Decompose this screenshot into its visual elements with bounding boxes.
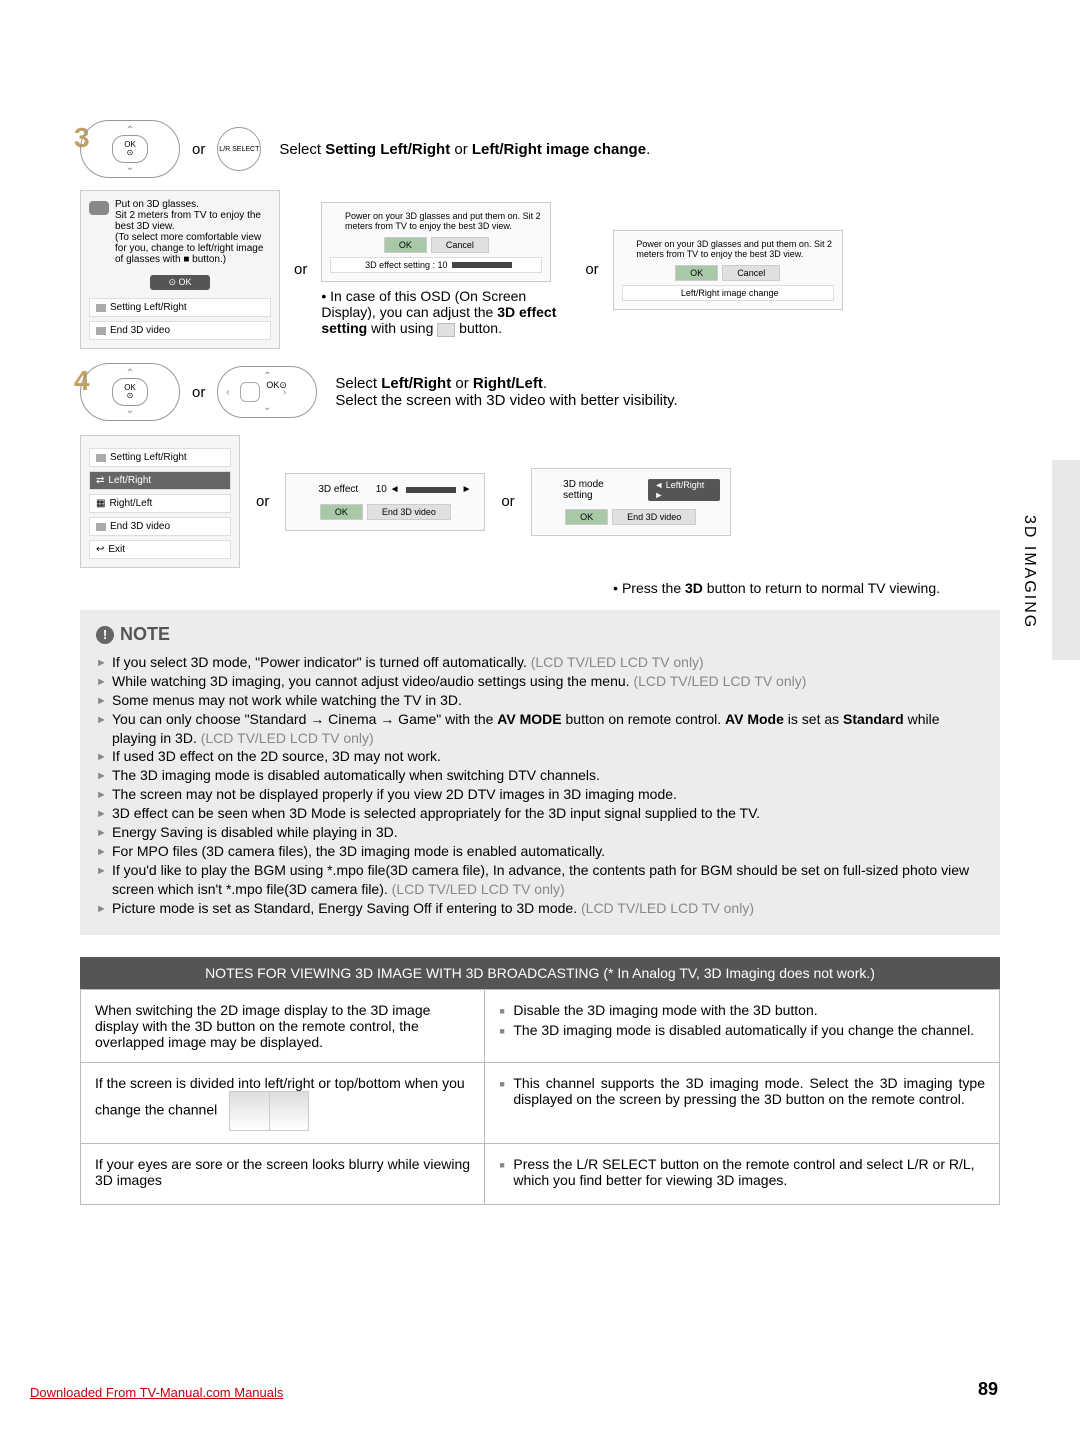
notes-table-header: NOTES FOR VIEWING 3D IMAGE WITH 3D BROAD…: [80, 957, 1000, 989]
note-item: If you select 3D mode, "Power indicator"…: [96, 653, 984, 672]
glasses-icon: [89, 201, 109, 215]
side-tab: [1052, 460, 1080, 660]
nt-r1r: Disable the 3D imaging mode with the 3D …: [485, 990, 1000, 1063]
page-content: 3 ⌃ OK⊙ ⌄ or L/R SELECT Select Setting L…: [0, 0, 1080, 1245]
step3-instruction: Select Setting Left/Right or Left/Right …: [279, 141, 650, 158]
effect-box-2: 3D mode setting ◄ Left/Right ► OKEnd 3D …: [531, 468, 731, 536]
note-item: The screen may not be displayed properly…: [96, 785, 984, 804]
menu-ok: ⊙ OK: [150, 275, 209, 290]
step3-row: 3 ⌃ OK⊙ ⌄ or L/R SELECT Select Setting L…: [80, 120, 1000, 178]
osd-panels-step3: Put on 3D glasses. Sit 2 meters from TV …: [80, 190, 1000, 349]
nav-remote-button: ⌃ ‹ › OK⊙ ⌄: [217, 366, 317, 418]
ok-remote-button: ⌃ OK⊙ ⌄: [80, 120, 180, 178]
note-item: For MPO files (3D camera files), the 3D …: [96, 842, 984, 861]
nav-icon: [437, 323, 455, 337]
setting-row: Setting Left/Right ⇄Left/Right ▦Right/Le…: [80, 435, 1000, 568]
channel-thumb-icon: [229, 1091, 309, 1131]
note-block: ! NOTE If you select 3D mode, "Power ind…: [80, 610, 1000, 935]
footer-link: Downloaded From TV-Manual.com Manuals: [30, 1385, 283, 1400]
step4-instruction: Select Left/Right or Right/Left. Select …: [335, 375, 677, 409]
note-item: Some menus may not work while watching t…: [96, 691, 984, 710]
return-note: • Press the 3D button to return to norma…: [80, 580, 1000, 596]
note-item: The 3D imaging mode is disabled automati…: [96, 766, 984, 785]
osd-lr-change-box: Power on your 3D glasses and put them on…: [613, 230, 843, 310]
nt-r3r: Press the L/R SELECT button on the remot…: [485, 1144, 1000, 1205]
note-list: If you select 3D mode, "Power indicator"…: [96, 653, 984, 917]
effect-box-1: 3D effect 10 ◄► OKEnd 3D video: [285, 473, 485, 531]
or-label: or: [192, 141, 205, 158]
note-item: Picture mode is set as Standard, Energy …: [96, 899, 984, 918]
note-item: You can only choose "Standard → Cinema →…: [96, 710, 984, 748]
note-item: While watching 3D imaging, you cannot ad…: [96, 672, 984, 691]
note-item: Energy Saving is disabled while playing …: [96, 823, 984, 842]
side-label: 3D IMAGING: [1020, 515, 1038, 629]
note-item: 3D effect can be seen when 3D Mode is se…: [96, 804, 984, 823]
step4-row: 4 ⌃ OK⊙ ⌄ or ⌃ ‹ › OK⊙ ⌄ Select Left/Rig…: [80, 363, 1000, 421]
nt-r2r: This channel supports the 3D imaging mod…: [485, 1063, 1000, 1144]
page-number: 89: [978, 1379, 998, 1400]
nt-r1l: When switching the 2D image display to t…: [81, 990, 485, 1063]
note-header: ! NOTE: [96, 624, 984, 645]
nt-r3l: If your eyes are sore or the screen look…: [81, 1144, 485, 1205]
menu-end-3d: End 3D video: [89, 321, 271, 340]
ok-remote-button-4: ⌃ OK⊙ ⌄: [80, 363, 180, 421]
note-item: If you'd like to play the BGM using *.mp…: [96, 861, 984, 899]
notes-table: NOTES FOR VIEWING 3D IMAGE WITH 3D BROAD…: [80, 957, 1000, 1205]
note-item: If used 3D effect on the 2D source, 3D m…: [96, 747, 984, 766]
osd-effect-box: Power on your 3D glasses and put them on…: [321, 202, 551, 282]
menu-box-lr: Setting Left/Right ⇄Left/Right ▦Right/Le…: [80, 435, 240, 568]
osd-note: • In case of this OSD (On Screen Display…: [321, 288, 571, 336]
menu-setting-lr: Setting Left/Right: [89, 298, 271, 317]
info-icon: !: [96, 626, 114, 644]
menu-box-3d: Put on 3D glasses. Sit 2 meters from TV …: [80, 190, 280, 349]
nt-r2l: If the screen is divided into left/right…: [81, 1063, 485, 1144]
lr-select-button: L/R SELECT: [217, 127, 261, 171]
